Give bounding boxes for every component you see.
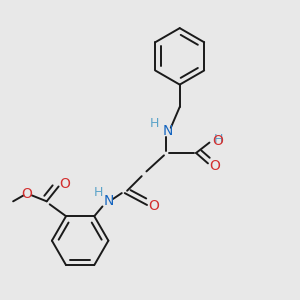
Text: O: O <box>148 200 159 214</box>
Text: O: O <box>212 134 223 148</box>
Text: H: H <box>214 133 223 146</box>
Text: H: H <box>93 186 103 199</box>
Text: O: O <box>21 187 32 201</box>
Text: H: H <box>150 117 159 130</box>
Text: N: N <box>103 194 114 208</box>
Text: N: N <box>163 124 173 138</box>
Text: O: O <box>209 159 220 173</box>
Text: O: O <box>59 176 70 190</box>
